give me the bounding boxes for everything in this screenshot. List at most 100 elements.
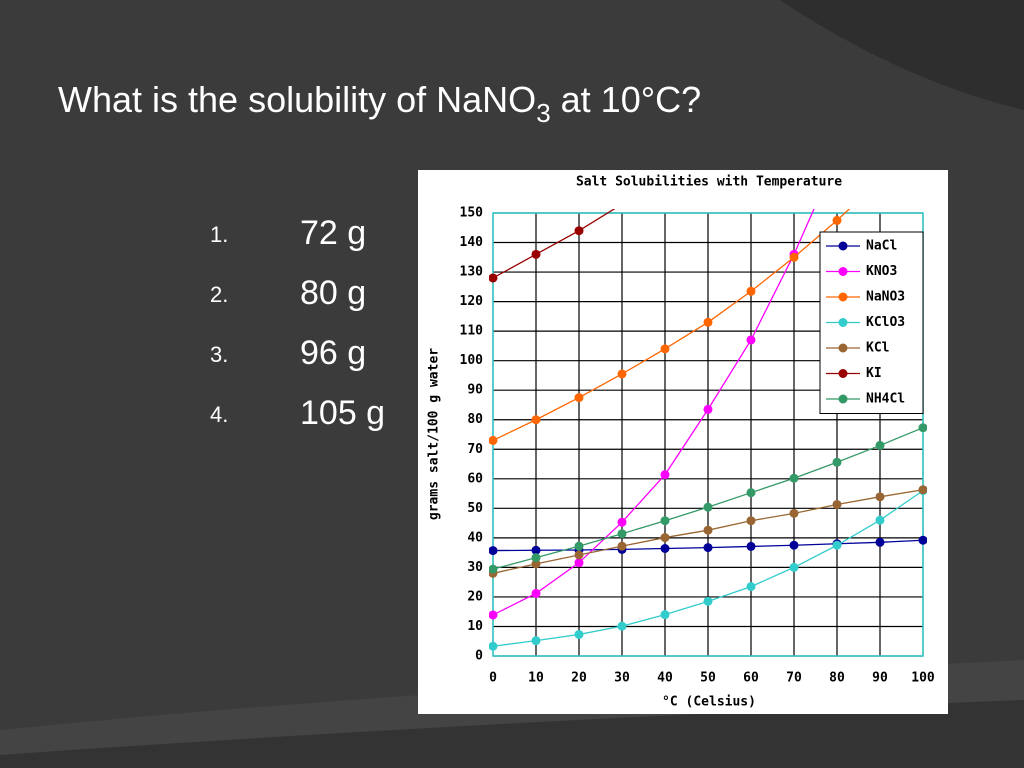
data-point xyxy=(918,535,927,545)
data-point xyxy=(531,415,541,425)
slide-title: What is the solubility of NaNO3 at 10°C? xyxy=(58,79,701,128)
title-part: What is the solubility of NaNO xyxy=(58,79,536,120)
y-tick-label: 90 xyxy=(467,383,483,398)
option-number: 4. xyxy=(210,402,228,427)
y-tick-label: 40 xyxy=(467,530,483,545)
data-point xyxy=(489,564,498,574)
data-point xyxy=(574,541,584,551)
data-point xyxy=(531,553,541,563)
data-point xyxy=(832,540,842,550)
option-text: 72 g xyxy=(300,214,366,252)
data-point xyxy=(703,596,713,606)
legend-label: NaCl xyxy=(866,239,897,254)
series-line xyxy=(492,209,616,279)
data-point xyxy=(832,499,842,509)
x-tick-label: 100 xyxy=(911,671,935,686)
y-tick-label: 20 xyxy=(467,589,483,604)
data-point xyxy=(574,550,584,560)
data-point xyxy=(660,344,670,354)
x-tick-label: 30 xyxy=(614,671,630,686)
data-point xyxy=(617,529,627,539)
y-tick-label: 130 xyxy=(460,265,484,280)
y-tick-label: 0 xyxy=(475,649,483,664)
data-point xyxy=(832,215,842,225)
data-point xyxy=(746,582,756,592)
legend-label: KNO3 xyxy=(866,264,897,279)
legend-label: NH4Cl xyxy=(866,392,905,407)
data-point xyxy=(703,317,713,327)
data-point xyxy=(660,470,670,480)
y-axis-label: grams salt/100 g water xyxy=(427,348,442,520)
legend-marker xyxy=(838,343,848,353)
data-point xyxy=(832,457,842,467)
y-tick-label: 50 xyxy=(467,501,483,516)
option-text: 105 g xyxy=(300,394,385,432)
data-point xyxy=(489,435,498,445)
data-point xyxy=(660,543,670,553)
y-tick-label: 110 xyxy=(460,324,484,339)
data-point xyxy=(531,249,541,259)
data-point xyxy=(789,508,799,518)
y-tick-label: 70 xyxy=(467,442,483,457)
option-number: 1. xyxy=(210,222,228,247)
data-point xyxy=(746,541,756,551)
x-tick-label: 0 xyxy=(489,671,497,686)
data-point xyxy=(746,286,756,296)
data-point xyxy=(703,543,713,553)
data-point xyxy=(746,488,756,498)
data-point xyxy=(489,610,498,620)
chart-title: Salt Solubilities with Temperature xyxy=(576,175,842,190)
decor xyxy=(780,0,1024,110)
x-tick-label: 80 xyxy=(829,671,845,686)
options: 1. 72 g 2. 80 g 3. 96 g 4. 105 g xyxy=(210,214,385,432)
data-point xyxy=(875,537,885,547)
data-point xyxy=(617,369,627,379)
data-point xyxy=(574,393,584,403)
data-point xyxy=(489,546,498,556)
data-point xyxy=(703,525,713,535)
legend-marker xyxy=(838,241,848,251)
x-tick-label: 90 xyxy=(872,671,888,686)
data-point xyxy=(918,485,927,495)
data-point xyxy=(746,335,756,345)
x-tick-label: 70 xyxy=(786,671,802,686)
plot xyxy=(489,209,927,651)
data-point xyxy=(617,621,627,631)
data-point xyxy=(703,502,713,512)
data-point xyxy=(617,517,627,527)
data-point xyxy=(789,252,799,262)
x-tick-label: 40 xyxy=(657,671,673,686)
data-point xyxy=(617,541,627,551)
data-point xyxy=(918,423,927,433)
data-point xyxy=(703,404,713,414)
data-point xyxy=(531,545,541,555)
y-tick-label: 80 xyxy=(467,412,483,427)
data-point xyxy=(660,516,670,526)
legend-marker xyxy=(838,318,848,327)
legend-label: KCl xyxy=(866,341,889,356)
data-point xyxy=(789,540,799,550)
option-text: 96 g xyxy=(300,334,366,372)
data-point xyxy=(789,562,799,572)
legend-marker xyxy=(838,292,848,302)
data-point xyxy=(660,610,670,620)
plot-frame xyxy=(492,212,924,657)
data-point xyxy=(574,226,584,236)
data-point xyxy=(574,558,584,568)
x-tick-label: 20 xyxy=(571,671,587,686)
legend-marker xyxy=(838,394,848,404)
chart: Salt Solubilities with Temperature °C (C… xyxy=(418,170,948,714)
data-point xyxy=(531,559,541,569)
y-tick-label: 140 xyxy=(460,235,484,250)
y-tick-label: 30 xyxy=(467,560,483,575)
data-point xyxy=(789,473,799,483)
legend-marker xyxy=(838,369,848,378)
data-point xyxy=(660,533,670,543)
x-tick-label: 10 xyxy=(528,671,544,686)
title-subscript: 3 xyxy=(536,98,550,128)
data-point xyxy=(746,516,756,526)
legend-label: KI xyxy=(866,366,882,381)
data-point xyxy=(574,629,584,639)
